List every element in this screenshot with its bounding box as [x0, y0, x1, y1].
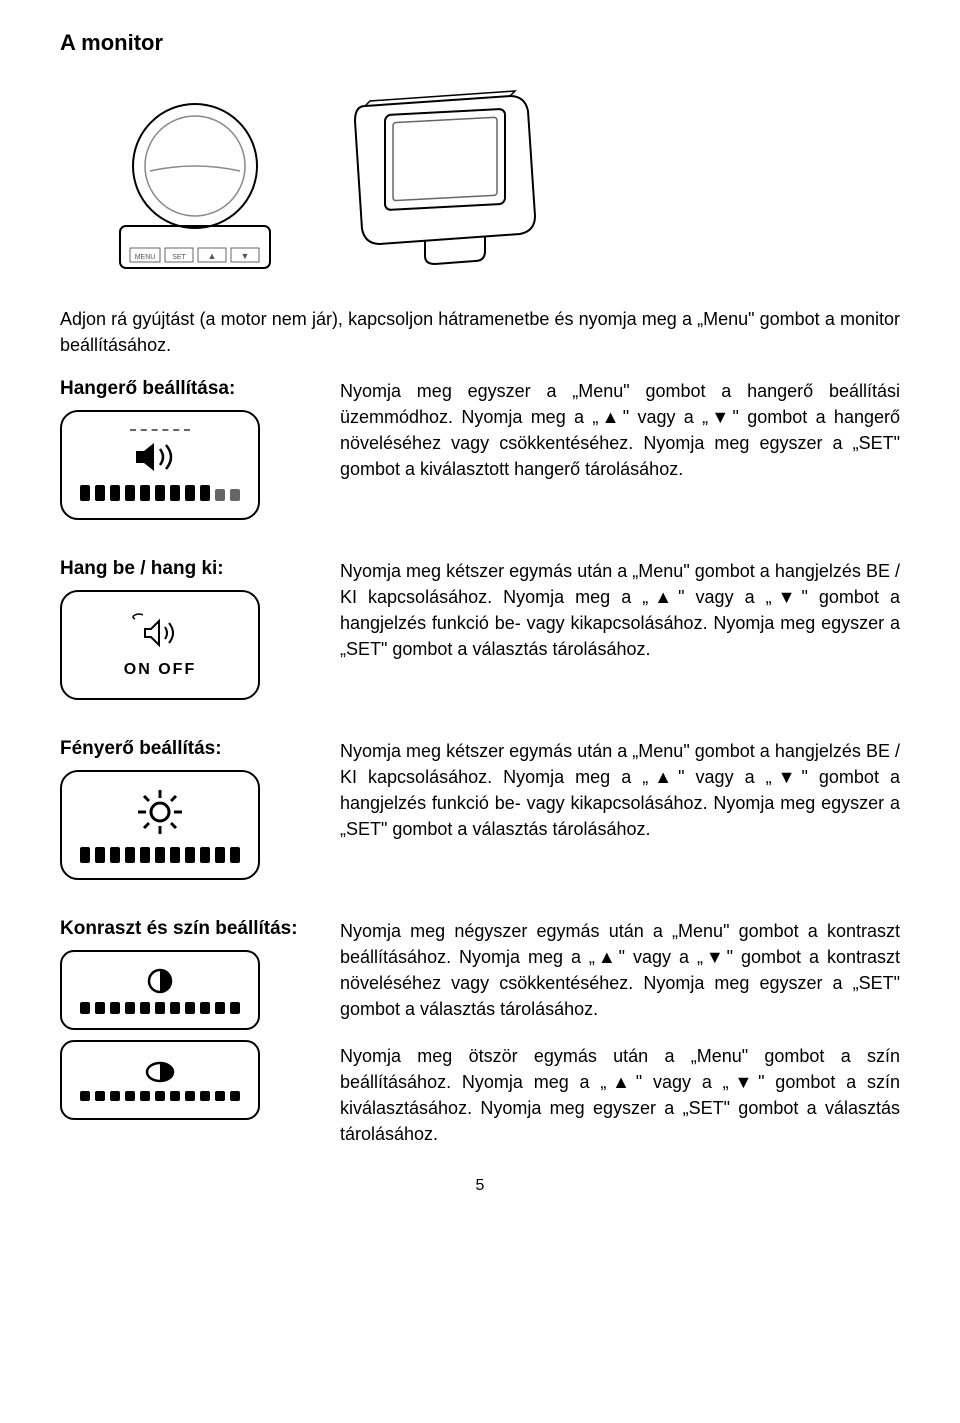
- volume-lcd-icon: [60, 410, 260, 520]
- intro-paragraph: Adjon rá gyújtást (a motor nem jár), kap…: [60, 306, 900, 358]
- speaker-icon: [130, 439, 190, 475]
- contrast-section: Konraszt és szín beállítás:: [60, 918, 900, 1147]
- color-lcd-icon: [60, 1040, 260, 1120]
- contrast-text-2: Nyomja meg ötször egymás után a „Menu" g…: [340, 1043, 900, 1147]
- volume-label: Hangerő beállítása:: [60, 378, 340, 400]
- onoff-text: ON OFF: [124, 661, 196, 679]
- sun-icon: [135, 787, 185, 837]
- svg-text:MENU: MENU: [135, 254, 156, 261]
- page-title: A monitor: [60, 30, 900, 56]
- brightness-label: Fényerő beállítás:: [60, 738, 340, 760]
- speaker-onoff-icon: [125, 611, 195, 655]
- contrast-text-1: Nyomja meg négyszer egymás után a „Menu"…: [340, 918, 900, 1022]
- contrast-lcd-icon: [60, 950, 260, 1030]
- svg-text:▲: ▲: [208, 251, 217, 261]
- monitor-lcd-illustration: [330, 76, 550, 276]
- contrast-label: Konraszt és szín beállítás:: [60, 918, 340, 940]
- volume-text: Nyomja meg egyszer a „Menu" gombot a han…: [340, 378, 900, 482]
- contrast-icon: [140, 966, 180, 996]
- brightness-text: Nyomja meg kétszer egymás után a „Menu" …: [340, 738, 900, 842]
- sound-lcd-icon: ON OFF: [60, 590, 260, 700]
- color-icon: [140, 1059, 180, 1085]
- sound-text: Nyomja meg kétszer egymás után a „Menu" …: [340, 558, 900, 662]
- sound-section: Hang be / hang ki: ON OFF Nyomja meg két…: [60, 558, 900, 710]
- svg-text:▼: ▼: [241, 251, 250, 261]
- brightness-section: Fényerő beállítás:: [60, 738, 900, 890]
- brightness-lcd-icon: [60, 770, 260, 880]
- volume-section: Hangerő beállítása: Nyomja meg egyszer a…: [60, 378, 900, 530]
- monitor-dome-illustration: MENU SET ▲ ▼: [90, 76, 300, 286]
- page-number: 5: [60, 1177, 900, 1195]
- sound-label: Hang be / hang ki:: [60, 558, 340, 580]
- svg-text:SET: SET: [172, 254, 186, 261]
- device-illustrations: MENU SET ▲ ▼: [60, 76, 900, 286]
